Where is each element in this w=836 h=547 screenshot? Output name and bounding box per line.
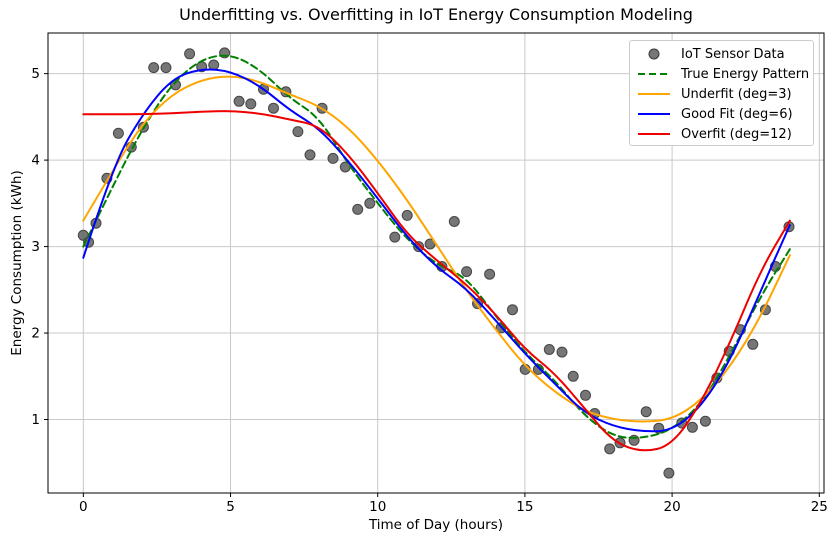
- scatter-point: [327, 152, 339, 164]
- curve-overfit-deg-12: [82, 110, 791, 452]
- scatter-point: [245, 98, 257, 110]
- chart-title: Underfitting vs. Overfitting in IoT Ener…: [179, 5, 693, 24]
- scatter-point: [484, 268, 496, 280]
- scatter-point: [567, 370, 579, 382]
- scatter-point: [389, 231, 401, 243]
- x-axis-label: Time of Day (hours): [368, 517, 504, 533]
- scatter-point: [699, 415, 711, 427]
- scatter-point: [604, 443, 616, 455]
- scatter-point: [461, 266, 473, 278]
- scatter-point: [556, 346, 568, 358]
- scatter-point: [160, 62, 172, 74]
- y-tick-label: 2: [31, 326, 40, 342]
- y-axis-label: Energy Consumption (kWh): [9, 170, 25, 356]
- x-tick-label: 5: [226, 499, 235, 515]
- scatter-point: [268, 102, 279, 114]
- scatter-point: [747, 338, 759, 350]
- scatter-point: [628, 434, 640, 446]
- legend-label: Good Fit (deg=6): [681, 106, 793, 122]
- y-tick-label: 5: [31, 66, 40, 82]
- scatter-point: [640, 406, 652, 418]
- legend-label: Underfit (deg=3): [681, 86, 792, 102]
- y-tick-label: 3: [31, 239, 40, 255]
- x-tick-label: 20: [664, 499, 681, 515]
- scatter-point: [364, 197, 376, 209]
- scatter-point: [413, 241, 425, 253]
- scatter-point: [448, 216, 460, 227]
- scatter-point: [148, 62, 160, 74]
- scatter-point: [543, 344, 555, 355]
- legend-line-marker: [638, 113, 670, 115]
- legend-item: Overfit (deg=12): [636, 124, 813, 144]
- scatter-point: [352, 203, 364, 215]
- legend-label: Overfit (deg=12): [681, 126, 792, 142]
- y-tick-label: 4: [31, 153, 40, 169]
- scatter-point: [663, 467, 675, 479]
- legend-dot-marker: [648, 48, 660, 60]
- x-tick-label: 0: [79, 499, 88, 515]
- legend-label: True Energy Pattern: [681, 66, 810, 82]
- legend-line-marker: [638, 93, 670, 95]
- y-tick-label: 1: [31, 412, 40, 428]
- x-tick-label: 10: [369, 499, 386, 515]
- legend-item: True Energy Pattern: [636, 64, 813, 84]
- scatter-point: [686, 421, 698, 433]
- legend-item: Underfit (deg=3): [636, 84, 813, 104]
- x-tick-label: 25: [811, 499, 828, 515]
- curve-true-energy-pattern: [82, 54, 791, 439]
- scatter-point: [304, 149, 316, 161]
- legend-item: Good Fit (deg=6): [636, 104, 813, 124]
- curve-underfit-deg-3: [82, 75, 791, 423]
- scatter-point: [184, 48, 196, 60]
- x-tick-label: 15: [516, 499, 533, 515]
- legend-dashed-line-marker: [638, 73, 670, 75]
- scatter-point: [507, 304, 518, 316]
- scatter-point: [112, 127, 124, 139]
- scatter-point: [401, 209, 413, 221]
- legend-item: IoT Sensor Data: [636, 44, 813, 64]
- curve-good-fit-deg-6: [82, 68, 791, 433]
- scatter-point: [233, 95, 245, 107]
- axes-border: [47, 32, 825, 494]
- legend-line-marker: [638, 133, 670, 135]
- legend-label: IoT Sensor Data: [681, 46, 785, 62]
- scatter-point: [580, 389, 591, 401]
- legend: IoT Sensor Data True Energy Pattern Underf…: [629, 40, 814, 146]
- scatter-point: [292, 126, 304, 138]
